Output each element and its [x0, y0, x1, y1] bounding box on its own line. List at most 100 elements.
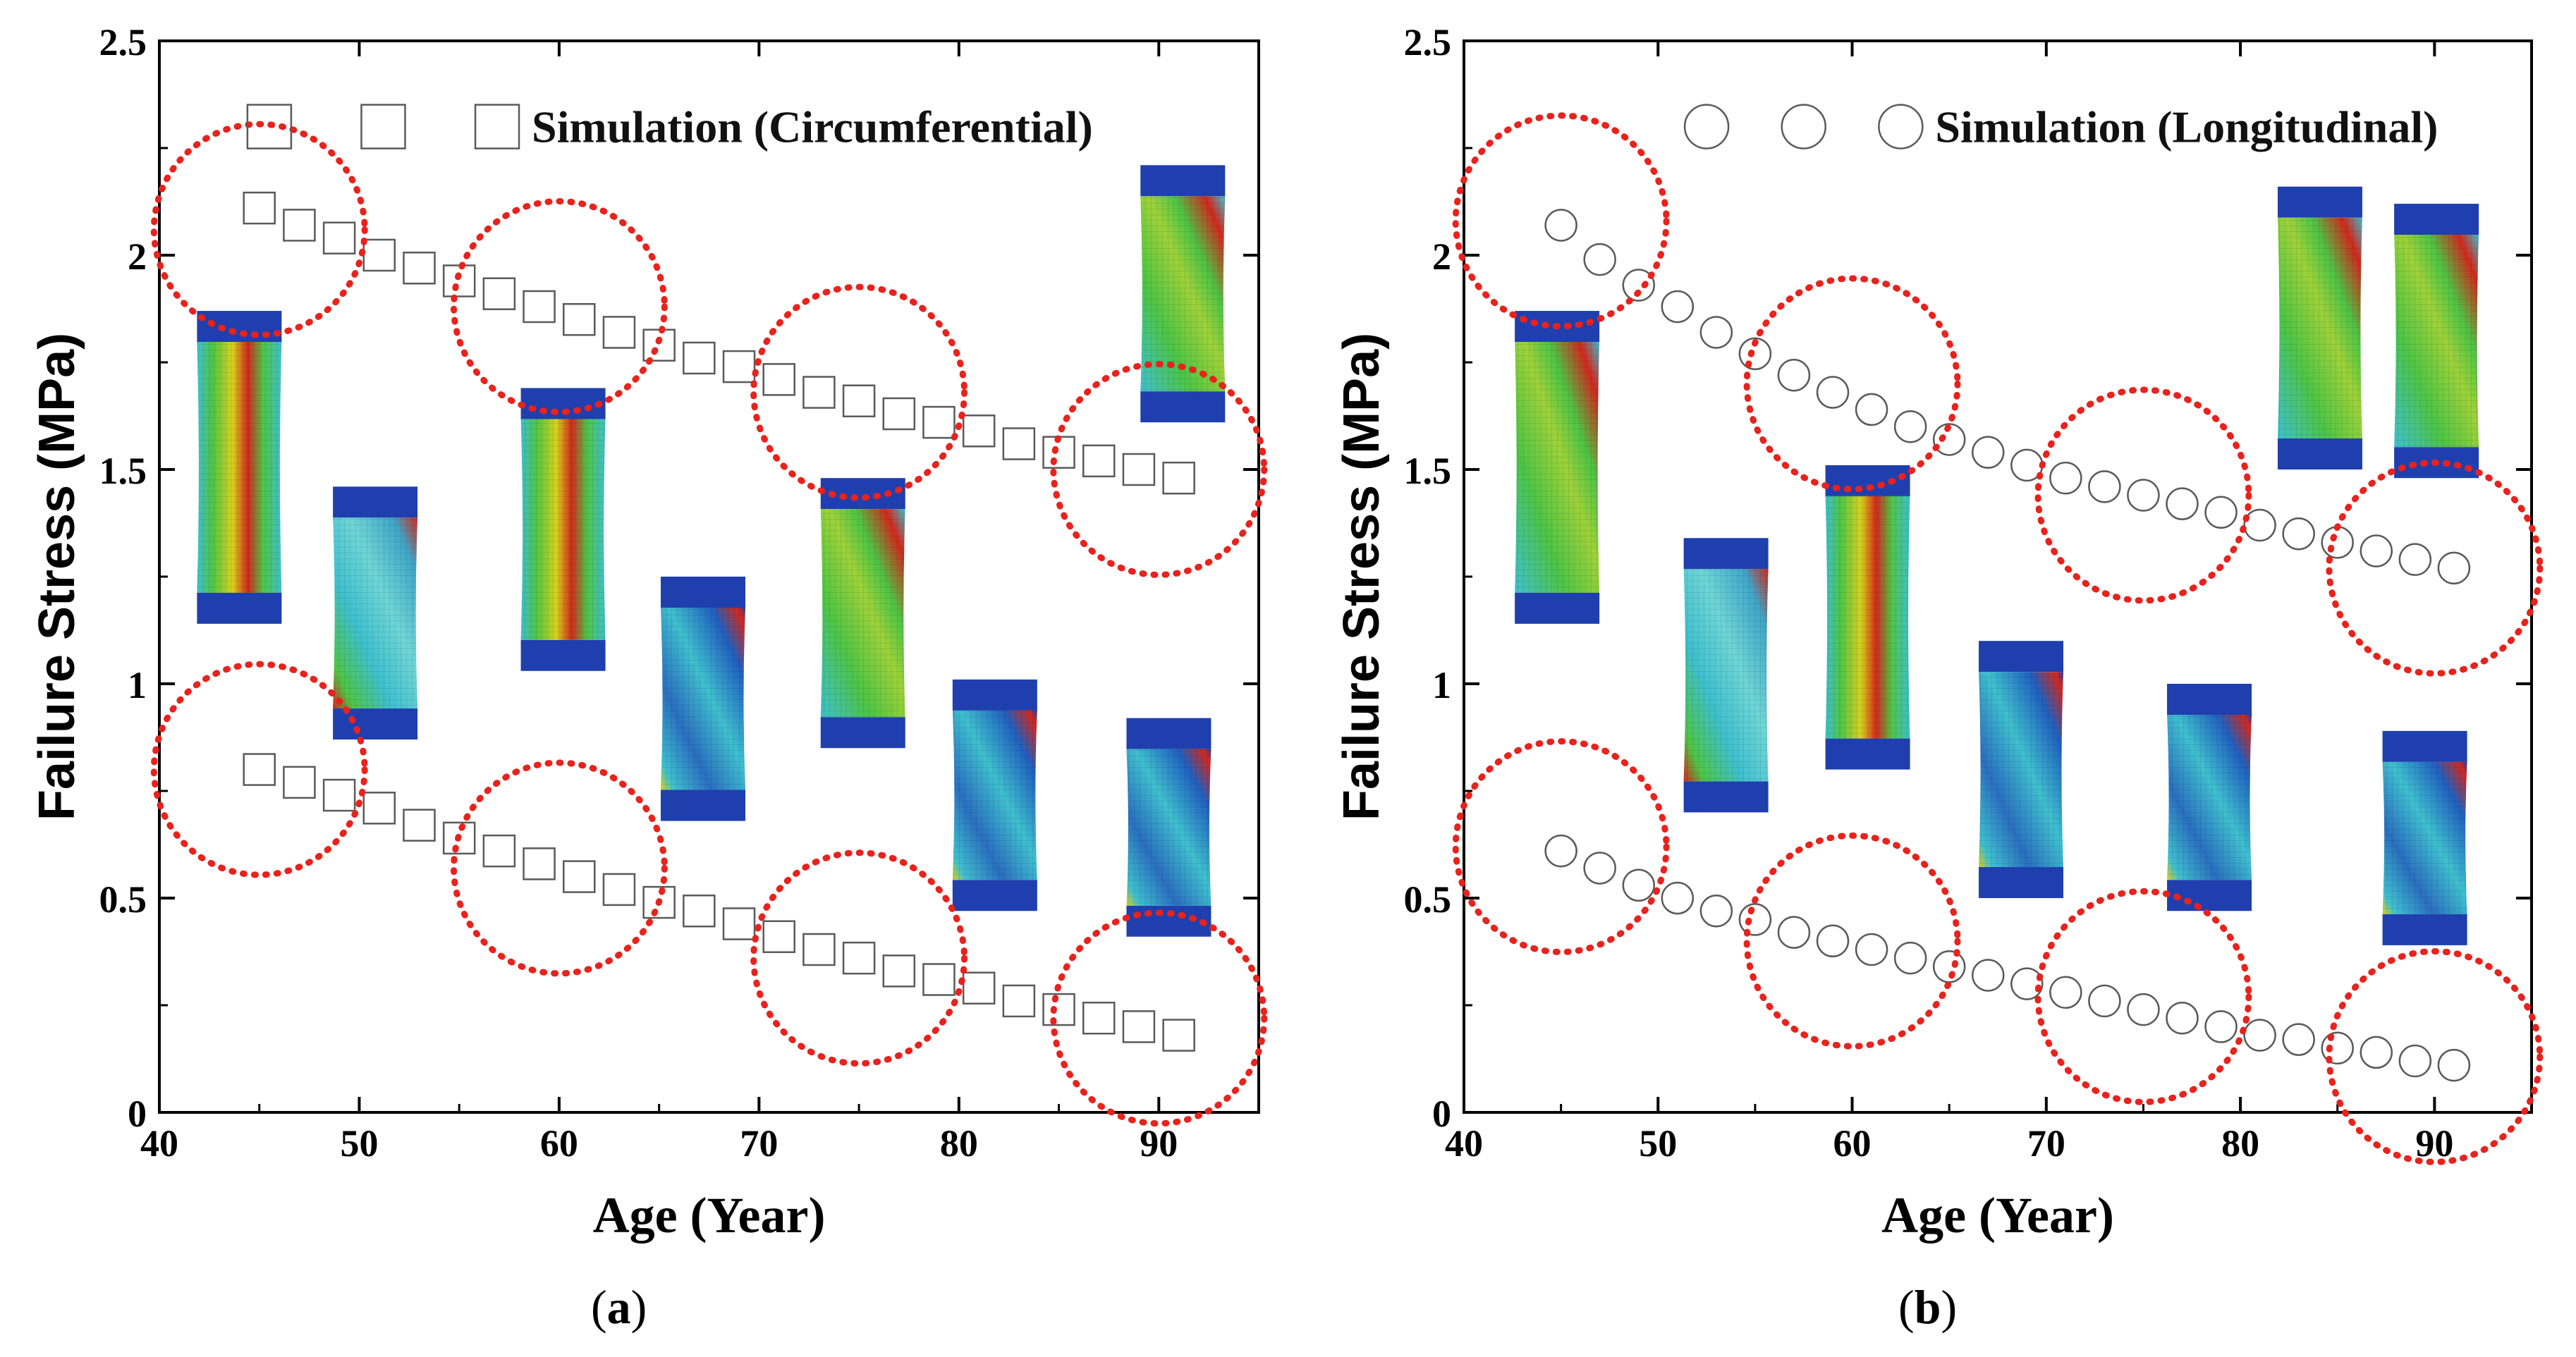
data-point — [2398, 543, 2432, 576]
data-point — [1583, 242, 1616, 276]
highlight-circle-upper — [750, 283, 968, 501]
specimen-mesh — [2382, 761, 2467, 914]
x-tick-label: 70 — [2027, 1122, 2065, 1165]
data-point — [2010, 967, 2044, 1000]
panel-label-a: (a) — [591, 1280, 647, 1334]
specimen-image-8 — [2382, 730, 2467, 945]
specimen-grip-bottom — [660, 790, 745, 821]
x-tick-label: 80 — [2221, 1122, 2259, 1165]
data-point — [2243, 508, 2276, 542]
data-point — [442, 264, 476, 297]
specimen-mesh — [197, 342, 282, 593]
data-point — [642, 885, 676, 919]
specimen-image-5 — [2167, 684, 2252, 911]
highlight-circles — [150, 121, 1268, 1127]
chart-panel-b: 0 0.5 1 1.5 2 2.5 40 50 60 70 80 90 Age (Year) Failur… — [1333, 21, 2544, 1244]
y-tick-label: 2 — [1432, 235, 1451, 278]
data-point — [1122, 453, 1156, 486]
specimen-grip-top — [660, 577, 745, 608]
x-tick-label: 50 — [1639, 1122, 1677, 1165]
y-tick-label: 1 — [128, 664, 147, 706]
specimen-grip-bottom — [820, 717, 905, 749]
specimen-grip-bottom — [1825, 738, 1910, 770]
data-point — [2321, 1031, 2354, 1065]
data-point — [523, 290, 556, 324]
x-axis-title: Age (Year) — [1881, 1187, 2114, 1244]
specimen-grip-bottom — [2167, 880, 2252, 911]
data-point — [1544, 834, 1577, 868]
data-point — [322, 778, 356, 812]
y-tick-label: 0.5 — [1404, 878, 1452, 921]
legend-marker — [1878, 104, 1924, 149]
data-point — [2088, 470, 2121, 503]
x-tick-label: 70 — [740, 1122, 778, 1165]
legend-label: Simulation (Circumferential) — [532, 102, 1093, 152]
data-point — [1777, 358, 1811, 392]
legend-marker — [246, 104, 293, 149]
data-point — [2360, 1036, 2393, 1069]
data-point — [722, 350, 756, 383]
y-tick-label: 2 — [128, 235, 147, 278]
specimen-grip-top — [2277, 186, 2362, 218]
highlight-circle-upper — [150, 121, 368, 338]
specimen-image-3 — [1825, 465, 1910, 770]
data-point — [922, 405, 956, 439]
data-point — [602, 873, 636, 907]
specimen-image-4 — [660, 577, 745, 821]
data-point — [1082, 1001, 1116, 1035]
y-tick-label: 0.5 — [99, 878, 147, 921]
legend-marker — [360, 104, 406, 149]
y-tick-label: 2.5 — [1404, 21, 1452, 63]
data-point — [2166, 1001, 2199, 1035]
specimen-grip-bottom — [1126, 905, 1211, 937]
data-point — [362, 238, 396, 272]
data-point — [2360, 534, 2393, 567]
data-point — [762, 363, 795, 396]
chart-panel-a: 0 0.5 1 1.5 2 2.5 40 50 60 70 80 90 Age (Year) Failur… — [29, 21, 1268, 1244]
highlight-circle-upper — [1050, 361, 1268, 578]
data-point — [1932, 423, 1966, 456]
highlight-circle-lower — [1050, 909, 1268, 1127]
data-point — [1855, 933, 1888, 966]
specimen-image-2 — [1683, 538, 1769, 813]
panel-label-b-text: b — [1914, 1280, 1941, 1334]
highlight-circle-lower — [1452, 738, 1670, 955]
panel-label-b: (b) — [1898, 1280, 1958, 1334]
data-point — [802, 933, 836, 966]
legend: Simulation (Longitudinal) — [1683, 102, 2438, 152]
data-point — [1661, 881, 1695, 915]
specimen-mesh — [1683, 569, 1769, 782]
data-point — [1002, 984, 1036, 1018]
x-axis-title: Age (Year) — [593, 1187, 826, 1244]
data-point — [962, 415, 996, 448]
data-point — [2282, 1023, 2315, 1056]
specimen-mesh — [820, 509, 905, 718]
data-point — [2127, 479, 2160, 512]
specimen-grip-bottom — [197, 592, 282, 624]
data-point — [1971, 436, 2005, 469]
data-point — [1122, 1010, 1156, 1043]
y-tick-label: 1 — [1432, 664, 1451, 706]
data-point — [642, 328, 676, 362]
data-point — [482, 277, 516, 310]
data-point — [882, 954, 916, 988]
y-tick-label: 0 — [128, 1093, 147, 1135]
y-tick-label: 0 — [1432, 1093, 1451, 1135]
data-point — [1622, 868, 1655, 902]
data-point — [482, 834, 516, 868]
specimen-grip-bottom — [2382, 914, 2467, 945]
specimen-mesh — [520, 419, 606, 640]
data-point — [1738, 903, 1772, 936]
x-tick-label: 60 — [1833, 1122, 1872, 1165]
data-point — [842, 384, 876, 417]
data-point — [1816, 376, 1850, 409]
series-1 — [1544, 209, 2471, 585]
data-point — [1042, 993, 1075, 1026]
specimen-grip-top — [1126, 718, 1211, 749]
data-point — [1816, 924, 1850, 958]
data-point — [1583, 852, 1616, 885]
data-point — [1002, 427, 1036, 460]
plot-frame — [1463, 39, 2533, 1114]
data-point — [523, 847, 556, 880]
series-2 — [243, 753, 1195, 1052]
